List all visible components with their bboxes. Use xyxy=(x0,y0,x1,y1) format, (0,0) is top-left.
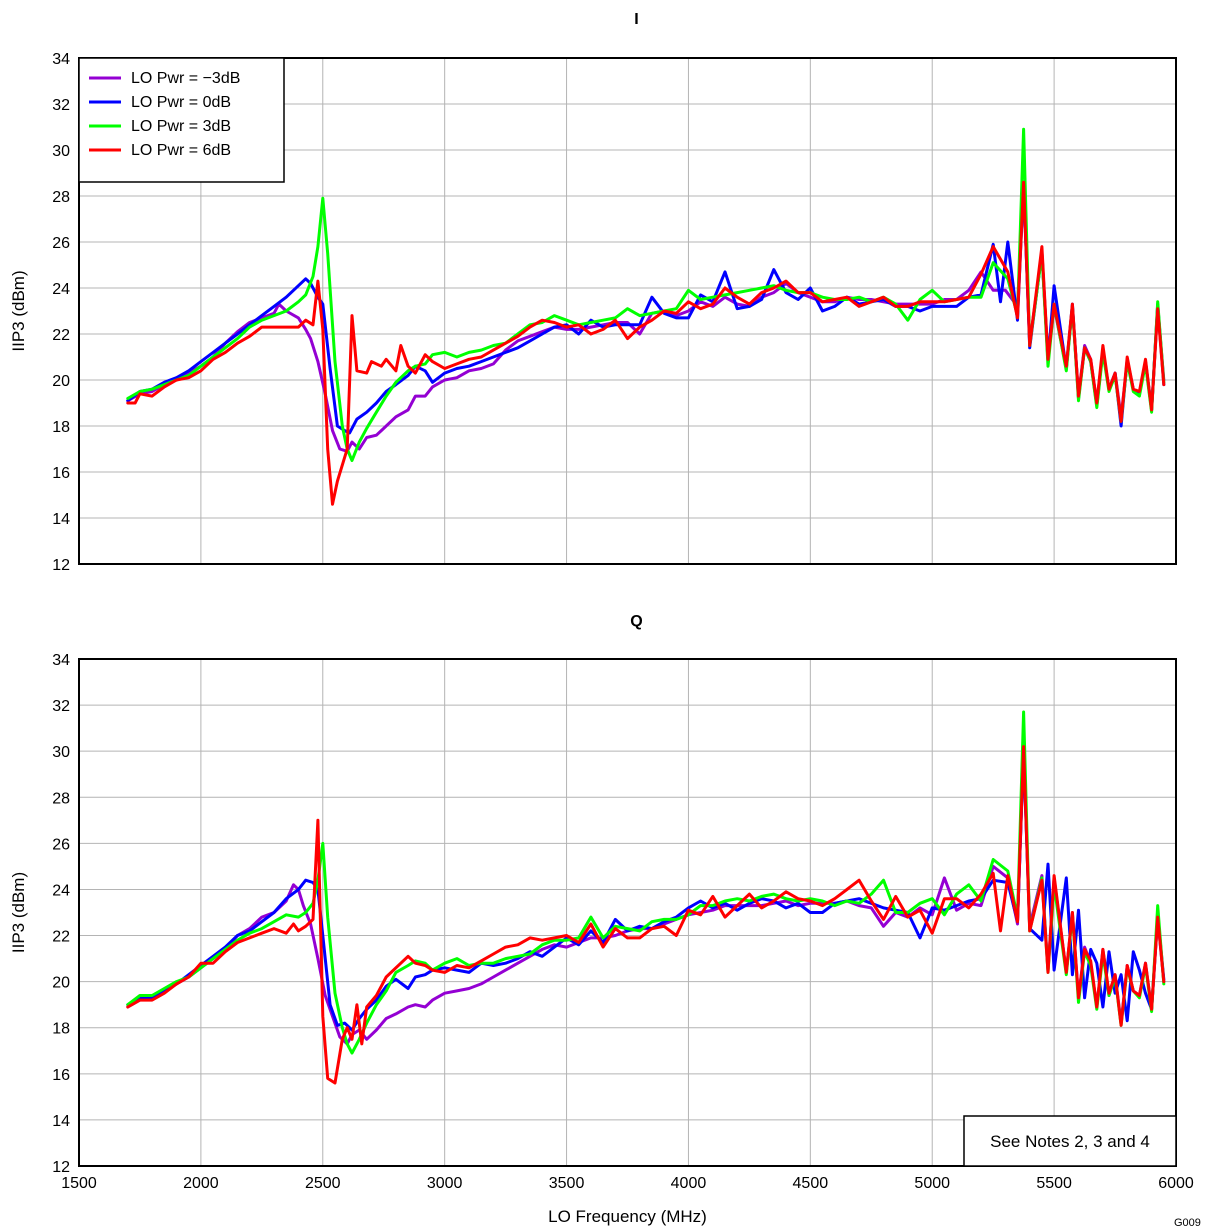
y-tick-label: 16 xyxy=(52,465,70,482)
y-tick-label: 34 xyxy=(52,652,70,669)
series-line-0 xyxy=(126,745,1166,1046)
y-tick-label: 30 xyxy=(52,744,70,761)
y-tick-label: 22 xyxy=(52,327,70,344)
y-tick-label: 12 xyxy=(52,557,70,574)
x-tick-label: 3000 xyxy=(427,1175,463,1192)
x-tick-label: 2500 xyxy=(305,1175,341,1192)
series-line-1 xyxy=(126,180,1166,435)
x-tick-label: 4500 xyxy=(793,1175,829,1192)
plot-frame xyxy=(78,658,1177,1167)
y-tick-label: 16 xyxy=(52,1067,70,1084)
y-tick-label: 12 xyxy=(52,1159,70,1176)
y-tick-label: 14 xyxy=(52,511,70,528)
y-tick-label: 14 xyxy=(52,1113,70,1130)
legend-label: LO Pwr = 0dB xyxy=(131,94,231,111)
legend-label: LO Pwr = 6dB xyxy=(131,142,231,159)
y-tick-label: 24 xyxy=(52,882,70,899)
y-tick-label: 34 xyxy=(52,51,70,68)
figure-code: G009 xyxy=(1174,1217,1201,1229)
chart-panel-q: 12 14 16 18 20 22 24 26 28 30 32 34 1500 2000 2500 3000… xyxy=(9,613,1194,1226)
y-tick-label: 24 xyxy=(52,281,70,298)
legend-label: LO Pwr = 3dB xyxy=(131,118,231,135)
legend-label: LO Pwr = −3dB xyxy=(131,70,240,87)
y-tick-label: 26 xyxy=(52,235,70,252)
y-tick-label: 26 xyxy=(52,836,70,853)
series-line-3 xyxy=(126,180,1166,506)
y-tick-label: 18 xyxy=(52,419,70,436)
x-tick-label: 5500 xyxy=(1036,1175,1072,1192)
y-tick-label: 20 xyxy=(52,975,70,992)
x-tick-label: 3500 xyxy=(549,1175,585,1192)
series-line-1 xyxy=(126,749,1166,1032)
y-tick-label: 30 xyxy=(52,143,70,160)
series-group xyxy=(126,127,1166,506)
y-tick-label: 22 xyxy=(52,929,70,946)
note-text: See Notes 2, 3 and 4 xyxy=(990,1132,1150,1151)
y-axis-title: IIP3 (dBm) xyxy=(9,872,28,953)
x-tick-label: 4000 xyxy=(671,1175,707,1192)
series-line-0 xyxy=(126,185,1166,453)
y-tick-label: 18 xyxy=(52,1021,70,1038)
x-tick-label: 2000 xyxy=(183,1175,219,1192)
y-tick-label: 20 xyxy=(52,373,70,390)
panel-title: Q xyxy=(630,613,642,630)
note-box xyxy=(963,1115,1177,1167)
panel-title: I xyxy=(634,11,638,28)
x-tick-label: 6000 xyxy=(1158,1175,1194,1192)
y-axis-title: IIP3 (dBm) xyxy=(9,270,28,351)
x-axis-title: LO Frequency (MHz) xyxy=(548,1207,707,1226)
y-tick-label: 28 xyxy=(52,790,70,807)
legend: LO Pwr = −3dB LO Pwr = 0dB LO Pwr = 3dB LO … xyxy=(78,57,285,183)
x-tick-label: 1500 xyxy=(61,1175,97,1192)
y-tick-label: 28 xyxy=(52,189,70,206)
y-tick-label: 32 xyxy=(52,97,70,114)
series-group xyxy=(126,710,1166,1085)
note: See Notes 2, 3 and 4 xyxy=(963,1115,1177,1167)
y-tick-label: 32 xyxy=(52,698,70,715)
chart-panel-i: 12 14 16 18 20 22 24 26 28 30 32 34 I IIP3 (dBm) LO Pw… xyxy=(9,11,1177,574)
x-tick-label: 5000 xyxy=(914,1175,950,1192)
plot-frame xyxy=(78,57,1177,565)
series-line-3 xyxy=(126,745,1166,1085)
